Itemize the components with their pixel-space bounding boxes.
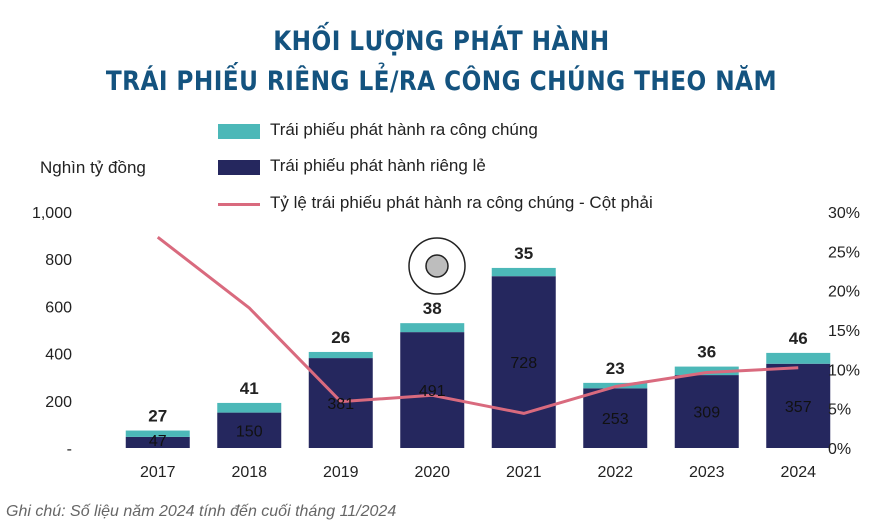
data-label-public: 38 (423, 299, 442, 318)
bar-public-2018 (217, 402, 282, 413)
chart-title-line2: TRÁI PHIẾU RIÊNG LẺ/RA CÔNG CHÚNG THEO N… (105, 66, 777, 97)
data-label-public: 26 (331, 328, 350, 347)
data-label-public: 46 (789, 329, 808, 348)
y-left-tick-label: 800 (45, 252, 72, 269)
ratio-line (156, 235, 799, 415)
y-left-tick-label: - (67, 441, 72, 458)
x-tick-label: 2023 (689, 464, 725, 481)
bar-public-2023 (674, 366, 739, 376)
y-left-tick-label: 400 (45, 347, 72, 364)
y-right-tick-label: 0% (828, 441, 851, 458)
legend-label-private: Trái phiếu phát hành riêng lẻ (270, 156, 486, 175)
data-label-public: 41 (240, 379, 259, 398)
data-label-private: 381 (327, 396, 354, 413)
bar-private-2020 (400, 332, 465, 448)
x-tick-label: 2021 (506, 464, 542, 481)
bar-public-2019 (308, 351, 373, 359)
bar-public-2020 (400, 323, 465, 333)
scroll-indicator[interactable] (408, 237, 466, 295)
x-tick-label: 2019 (323, 464, 359, 481)
bar-private-2017 (125, 436, 190, 448)
bar-private-2022 (583, 388, 648, 448)
data-label-private: 47 (149, 433, 167, 450)
chart-note: Ghi chú: Số liệu năm 2024 tính đến cuối … (6, 503, 397, 520)
data-label-private: 491 (419, 383, 446, 400)
data-label-public: 27 (148, 407, 167, 426)
legend-swatch-private (218, 160, 260, 175)
bar-public-2017 (125, 430, 190, 437)
data-label-private: 728 (510, 355, 537, 372)
y-left-tick-label: 200 (45, 394, 72, 411)
bar-private-2023 (674, 375, 739, 448)
y-right-tick-label: 15% (828, 323, 860, 340)
bar-public-2024 (766, 352, 831, 364)
bar-public-2021 (491, 267, 556, 277)
bar-private-2024 (766, 363, 831, 448)
data-label-private: 150 (236, 423, 263, 440)
bar-private-2021 (491, 276, 556, 448)
data-label-private: 309 (693, 405, 720, 422)
y-right-tick-label: 10% (828, 362, 860, 379)
legend-swatch-ratio (218, 203, 260, 206)
legend-label-public: Trái phiếu phát hành ra công chúng (270, 120, 538, 139)
y-right-tick-label: 5% (828, 402, 851, 419)
x-tick-label: 2020 (414, 464, 450, 481)
x-tick-label: 2018 (231, 464, 267, 481)
data-label-public: 23 (606, 359, 625, 378)
axis-group: 2017 2018 2019 2020 2021 2022 2023 2024 - 200 400 6… (32, 205, 860, 481)
data-label-public: 36 (697, 343, 716, 362)
ratio-line-group (156, 235, 799, 415)
x-tick-label: 2017 (140, 464, 176, 481)
bar-private-2018 (217, 412, 282, 448)
scroll-knob[interactable] (425, 254, 449, 278)
y-left-tick-label: 600 (45, 299, 72, 316)
data-label-private: 253 (602, 411, 629, 428)
x-tick-label: 2022 (597, 464, 633, 481)
y-right-tick-label: 20% (828, 284, 860, 301)
data-label-group: 27 47 41 150 26 381 38 491 35 728 23 253 36 309 46 357 (148, 244, 811, 450)
legend-label-ratio: Tỷ lệ trái phiếu phát hành ra công chúng… (270, 193, 653, 212)
y-left-unit-label: Nghìn tỷ đồng (40, 158, 146, 177)
data-label-private: 357 (785, 399, 812, 416)
y-left-tick-label: 1,000 (32, 205, 72, 222)
data-label-public: 35 (514, 244, 533, 263)
y-right-tick-label: 30% (828, 205, 860, 222)
y-right-tick-label: 25% (828, 244, 860, 261)
chart-title-line1: KHỐI LƯỢNG PHÁT HÀNH (273, 26, 610, 57)
legend-swatch-public (218, 124, 260, 139)
x-tick-label: 2024 (780, 464, 816, 481)
